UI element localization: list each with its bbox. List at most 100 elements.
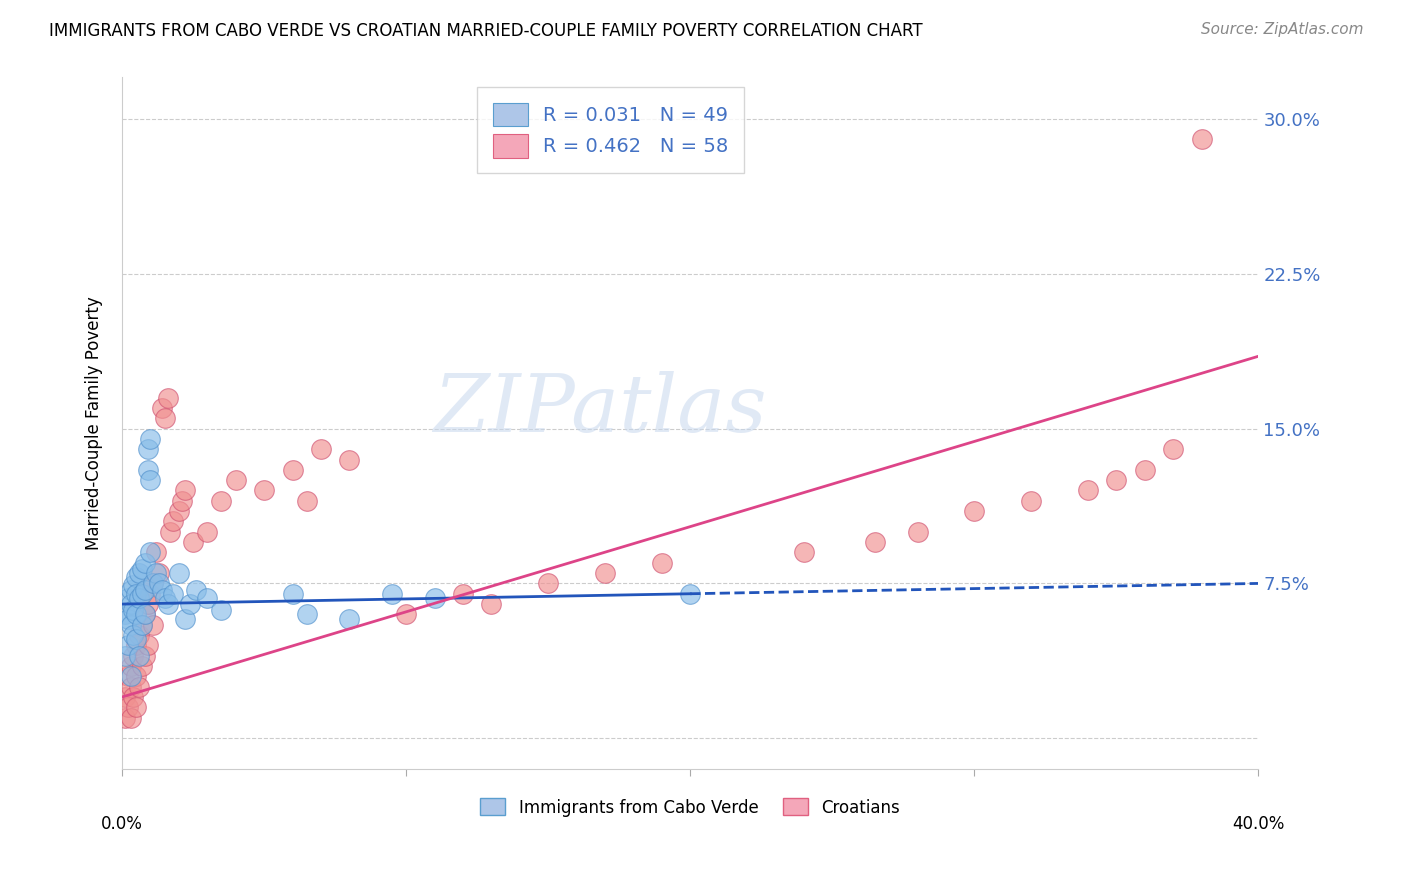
Point (1105, 473, 1128, 487)
Point (114, 711, 136, 725)
Point (120, 680, 142, 694)
Point (1191, 132, 1213, 146)
Point (156, 391, 179, 405)
Point (131, 562, 153, 576)
Point (122, 578, 145, 592)
Point (253, 483, 276, 498)
Point (963, 504, 986, 518)
Point (122, 603, 145, 617)
Point (651, 556, 673, 570)
Y-axis label: Married-Couple Family Poverty: Married-Couple Family Poverty (86, 296, 103, 550)
Point (159, 524, 181, 539)
Point (150, 401, 173, 415)
Point (1077, 483, 1099, 498)
Point (211, 603, 233, 617)
Point (131, 617, 153, 632)
Point (117, 639, 139, 653)
Point (225, 473, 247, 487)
Point (184, 582, 207, 597)
Point (793, 545, 815, 559)
Point (145, 545, 167, 559)
Point (134, 582, 156, 597)
Point (907, 524, 929, 539)
Point (153, 591, 176, 605)
Point (150, 582, 173, 597)
Point (120, 711, 142, 725)
Point (162, 515, 184, 529)
Point (145, 566, 167, 580)
Point (1019, 493, 1042, 508)
Point (128, 648, 150, 663)
Point (139, 545, 162, 559)
Point (136, 463, 159, 477)
Point (153, 411, 176, 425)
Point (479, 597, 502, 611)
Text: ZIPatlas: ZIPatlas (433, 371, 766, 449)
Text: 0.0%: 0.0% (101, 814, 143, 833)
Point (125, 587, 148, 601)
Point (134, 607, 156, 622)
Point (125, 669, 148, 683)
Point (281, 463, 304, 477)
Point (167, 566, 190, 580)
Point (128, 680, 150, 694)
Point (1133, 463, 1156, 477)
Point (139, 473, 162, 487)
Point (134, 607, 156, 622)
Point (148, 566, 170, 580)
Point (451, 587, 474, 601)
Point (337, 611, 360, 625)
Point (179, 597, 201, 611)
Point (122, 628, 145, 642)
Point (136, 639, 159, 653)
Point (134, 648, 156, 663)
Point (117, 591, 139, 605)
Point (423, 591, 446, 605)
Point (142, 576, 165, 591)
Point (139, 432, 162, 446)
Point (120, 597, 142, 611)
Point (173, 611, 195, 625)
Point (125, 639, 148, 653)
Point (337, 452, 360, 467)
Point (381, 587, 404, 601)
Point (181, 535, 204, 549)
Point (295, 607, 318, 622)
Text: Source: ZipAtlas.com: Source: ZipAtlas.com (1201, 22, 1364, 37)
Point (114, 690, 136, 704)
Point (162, 587, 184, 601)
Point (122, 648, 145, 663)
Point (134, 556, 156, 570)
Point (114, 607, 136, 622)
Point (679, 587, 702, 601)
Point (537, 576, 560, 591)
Point (117, 669, 139, 683)
Point (395, 607, 418, 622)
Point (148, 576, 170, 591)
Point (309, 442, 332, 457)
Point (125, 607, 148, 622)
Point (128, 591, 150, 605)
Point (142, 576, 165, 591)
Point (295, 493, 318, 508)
Point (131, 659, 153, 673)
Point (125, 700, 148, 714)
Point (211, 493, 233, 508)
Point (120, 669, 142, 683)
Text: 40.0%: 40.0% (1232, 814, 1285, 833)
Point (139, 587, 162, 601)
Point (125, 570, 148, 584)
Point (120, 582, 142, 597)
Point (170, 493, 193, 508)
Point (173, 483, 195, 498)
Point (1161, 442, 1184, 457)
Point (281, 587, 304, 601)
Point (114, 648, 136, 663)
Point (863, 535, 886, 549)
Point (125, 632, 148, 647)
Point (142, 617, 165, 632)
Point (136, 442, 159, 457)
Text: IMMIGRANTS FROM CABO VERDE VS CROATIAN MARRIED-COUPLE FAMILY POVERTY CORRELATION: IMMIGRANTS FROM CABO VERDE VS CROATIAN M… (49, 22, 922, 40)
Point (120, 617, 142, 632)
Point (117, 700, 139, 714)
